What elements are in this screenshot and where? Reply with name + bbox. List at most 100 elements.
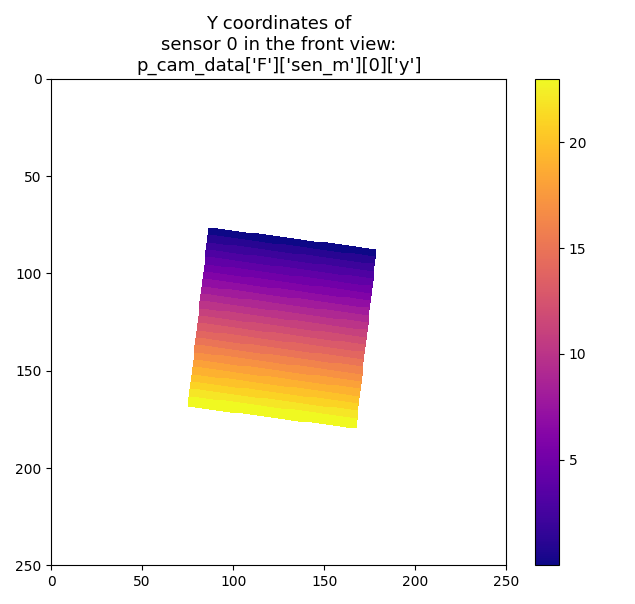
Point bbox=[208, 355, 218, 365]
Point bbox=[208, 228, 218, 238]
Point bbox=[213, 370, 223, 380]
Point bbox=[270, 296, 280, 306]
Point bbox=[294, 269, 304, 279]
Point bbox=[309, 257, 319, 266]
Point bbox=[243, 285, 253, 295]
Point bbox=[268, 251, 278, 261]
Point bbox=[344, 254, 354, 263]
Point bbox=[243, 292, 253, 302]
Point bbox=[344, 321, 354, 330]
Point bbox=[199, 309, 209, 319]
Point bbox=[282, 253, 292, 263]
Point bbox=[349, 396, 359, 405]
Point bbox=[313, 287, 323, 297]
Point bbox=[345, 246, 356, 256]
Point bbox=[208, 288, 218, 298]
Point bbox=[220, 364, 231, 374]
Point bbox=[310, 249, 320, 259]
Point bbox=[215, 230, 225, 239]
Point bbox=[198, 316, 208, 326]
Point bbox=[348, 403, 358, 413]
Point bbox=[240, 255, 250, 265]
Point bbox=[248, 361, 258, 370]
Point bbox=[213, 304, 224, 313]
Point bbox=[304, 367, 314, 377]
Point bbox=[220, 245, 230, 254]
Point bbox=[324, 310, 334, 320]
Point bbox=[281, 379, 291, 389]
Point bbox=[324, 303, 335, 313]
Point bbox=[234, 306, 244, 316]
Point bbox=[256, 294, 266, 304]
Point bbox=[347, 351, 358, 361]
Point bbox=[237, 336, 248, 346]
Point bbox=[273, 267, 283, 277]
Point bbox=[248, 301, 258, 310]
Point bbox=[351, 381, 361, 391]
Point bbox=[252, 391, 262, 400]
Point bbox=[281, 260, 291, 270]
Point bbox=[206, 362, 217, 372]
Point bbox=[352, 367, 363, 376]
Point bbox=[217, 334, 227, 344]
Point bbox=[285, 343, 295, 353]
Point bbox=[236, 292, 246, 301]
Point bbox=[290, 246, 300, 256]
Point bbox=[296, 374, 306, 384]
Point bbox=[309, 376, 319, 385]
Point bbox=[231, 395, 241, 405]
Point bbox=[328, 393, 338, 403]
Point bbox=[307, 271, 318, 281]
Point bbox=[197, 384, 207, 393]
Point bbox=[214, 296, 224, 306]
Point bbox=[272, 274, 283, 284]
Point bbox=[251, 338, 261, 348]
Point bbox=[230, 343, 240, 353]
Point bbox=[318, 243, 328, 252]
Point bbox=[314, 332, 324, 341]
Point bbox=[210, 273, 220, 283]
Point bbox=[257, 287, 267, 297]
Point bbox=[326, 356, 336, 365]
Point bbox=[237, 403, 247, 413]
Point bbox=[321, 400, 331, 410]
Point bbox=[237, 396, 248, 406]
Point bbox=[288, 381, 298, 390]
Point bbox=[204, 265, 214, 275]
Point bbox=[290, 306, 300, 316]
Point bbox=[307, 398, 317, 408]
Point bbox=[306, 345, 316, 355]
Point bbox=[309, 316, 319, 326]
Point bbox=[248, 368, 258, 378]
Point bbox=[322, 266, 332, 275]
Point bbox=[358, 323, 368, 332]
Point bbox=[276, 364, 286, 374]
Point bbox=[321, 273, 331, 283]
Point bbox=[240, 315, 250, 324]
Point bbox=[255, 368, 265, 378]
Point bbox=[307, 338, 317, 348]
Point bbox=[284, 350, 295, 360]
Point bbox=[337, 320, 347, 329]
Point bbox=[297, 367, 307, 376]
Point bbox=[247, 375, 257, 385]
Point bbox=[302, 263, 312, 272]
Point bbox=[295, 381, 305, 391]
Point bbox=[314, 339, 324, 349]
Point bbox=[304, 248, 314, 258]
Point bbox=[216, 281, 226, 291]
Point bbox=[274, 319, 284, 329]
Point bbox=[203, 399, 213, 408]
Point bbox=[217, 267, 227, 277]
Point bbox=[288, 261, 298, 271]
Point bbox=[257, 354, 267, 364]
Point bbox=[314, 399, 324, 408]
Point bbox=[248, 308, 258, 318]
Point bbox=[321, 280, 331, 290]
Point bbox=[207, 236, 217, 245]
Point bbox=[201, 287, 211, 297]
Point bbox=[331, 304, 342, 314]
Point bbox=[208, 347, 218, 357]
Point bbox=[333, 289, 344, 299]
Point bbox=[243, 345, 253, 355]
